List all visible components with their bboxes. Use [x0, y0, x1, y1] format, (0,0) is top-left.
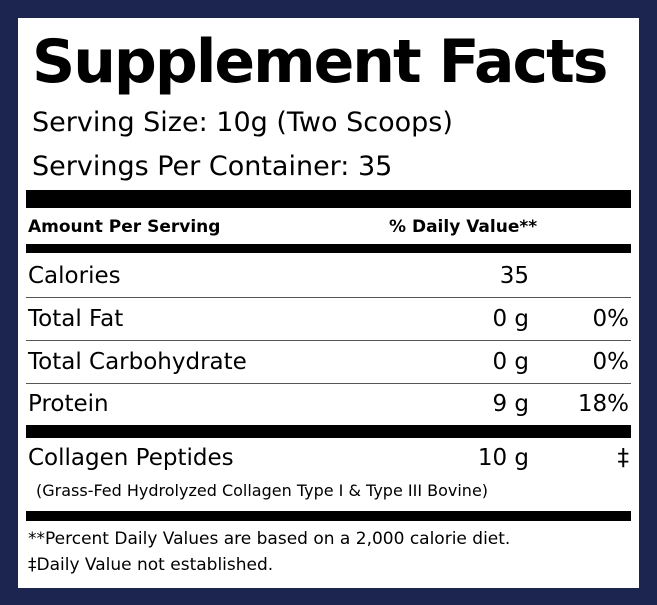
thick-divider-bottom: [26, 511, 631, 521]
nutrient-name: Total Fat: [28, 306, 124, 332]
nutrient-amount: 0 g: [492, 349, 529, 375]
thick-divider-middle: [26, 425, 631, 438]
row-divider: [26, 383, 631, 384]
nutrient-name: Protein: [28, 391, 109, 417]
nutrient-daily-value: 0%: [592, 306, 630, 332]
supplement-amount: 10 g: [477, 445, 529, 471]
label-title: Supplement Facts: [32, 27, 609, 97]
row-divider: [26, 340, 631, 341]
nutrient-amount: 9 g: [492, 391, 529, 417]
supplement-name: Collagen Peptides: [28, 445, 234, 471]
nutrient-amount: 0 g: [492, 306, 529, 332]
servings-per-container: Servings Per Container: 35: [32, 151, 393, 182]
nutrient-daily-value: 18%: [577, 391, 629, 417]
supplement-daily-value: ‡: [617, 445, 630, 471]
amount-per-serving-header: Amount Per Serving: [28, 217, 221, 237]
nutrient-daily-value: 0%: [592, 349, 630, 375]
nutrient-amount: 35: [499, 263, 529, 289]
footnote-daily-values: **Percent Daily Values are based on a 2,…: [28, 529, 511, 549]
supplement-facts-panel: Supplement Facts Serving Size: 10g (Two …: [18, 18, 639, 588]
nutrient-row-calories: Calories 35: [18, 256, 639, 296]
nutrient-name: Calories: [28, 263, 121, 289]
nutrient-row-total-carbohydrate: Total Carbohydrate 0 g 0%: [18, 342, 639, 382]
medium-divider: [26, 244, 631, 253]
nutrient-row-protein: Protein 9 g 18%: [18, 384, 639, 424]
supplement-row-collagen: Collagen Peptides 10 g ‡: [18, 438, 639, 478]
supplement-note: (Grass-Fed Hydrolyzed Collagen Type I & …: [36, 481, 489, 500]
nutrient-name: Total Carbohydrate: [28, 349, 247, 375]
row-divider: [26, 297, 631, 298]
nutrient-row-total-fat: Total Fat 0 g 0%: [18, 299, 639, 339]
serving-size: Serving Size: 10g (Two Scoops): [32, 107, 453, 138]
footnote-not-established: ‡Daily Value not established.: [28, 555, 274, 575]
daily-value-header: % Daily Value**: [389, 217, 538, 237]
thick-divider-top: [26, 190, 631, 208]
